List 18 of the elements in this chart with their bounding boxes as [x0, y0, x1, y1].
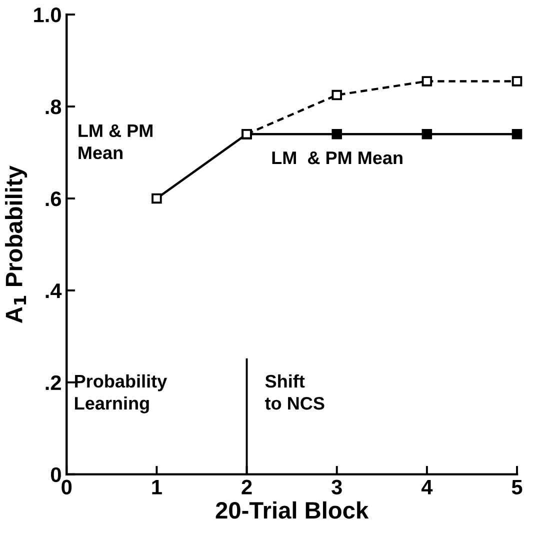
x-tick-label: 0 [62, 480, 72, 494]
annotation: LM & PM Mean [78, 124, 152, 160]
x-axis-title: 20-Trial Block [216, 501, 369, 519]
y-tick-label: .8 [46, 100, 62, 114]
x-tick-label: 1 [152, 480, 162, 494]
y-tick-label: 1.0 [34, 8, 61, 22]
annotation: Probability Learning [75, 374, 168, 414]
annotation: Shift to NCS [265, 374, 324, 410]
x-tick-label: 5 [512, 480, 522, 494]
x-tick-label: 3 [332, 480, 342, 495]
y-tick-label: .2 [46, 375, 61, 390]
y-tick-label: 0 [51, 467, 61, 482]
x-tick-label: 4 [421, 480, 433, 494]
y-axis-title: A$_{1}$ Probability [5, 166, 28, 323]
annotation: LM & PM Mean [272, 152, 402, 164]
y-tick-label: .4 [46, 284, 62, 298]
x-tick-label: 2 [242, 480, 252, 494]
y-tick-label: .6 [46, 191, 62, 206]
